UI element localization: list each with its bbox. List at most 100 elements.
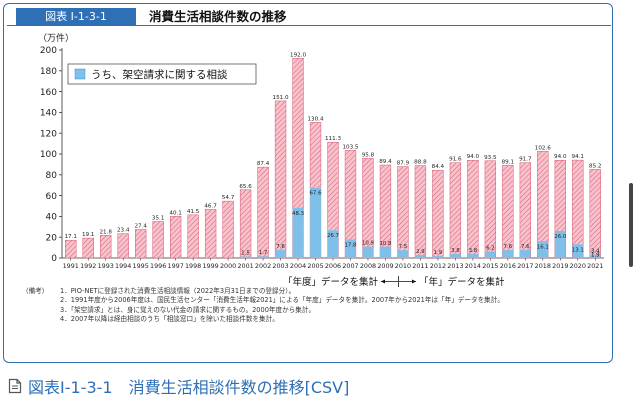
bar-fictitious-billing bbox=[310, 187, 321, 258]
notes-section: （備考） 1．PIO-NETに登録された消費生活相談情報（2022年3月31日ま… bbox=[22, 287, 610, 325]
legend-box bbox=[67, 63, 257, 85]
bar-fictitious-billing bbox=[484, 251, 496, 258]
note-item: 4．2007年以降は経由相談のうち「相談窓口」を除いた相談件数を集計。 bbox=[60, 315, 279, 324]
bar-sub-value-label: 17.8 bbox=[344, 242, 357, 248]
bar-fictitious-billing bbox=[275, 250, 286, 258]
bar-value-label: 94.0 bbox=[554, 154, 567, 160]
x-tick-label: 2019 bbox=[552, 262, 568, 270]
bar-fictitious-billing bbox=[327, 230, 339, 258]
y-tick-label: 100 bbox=[40, 150, 57, 160]
x-tick-label: 2017 bbox=[517, 262, 533, 270]
bar-total bbox=[82, 237, 94, 259]
bar-sub-value-label: 3.8 bbox=[451, 248, 460, 254]
bar-sub-value-label: 67.6 bbox=[310, 191, 323, 197]
bar-value-label: 95.8 bbox=[362, 152, 375, 158]
figure-title: 消費生活相談件数の推移 bbox=[149, 9, 287, 24]
bar-value-label: 46.7 bbox=[204, 203, 217, 209]
bar-value-label: 94.0 bbox=[467, 154, 480, 160]
y-tick-label: 60 bbox=[46, 192, 58, 202]
notes-label: （備考） bbox=[22, 287, 49, 295]
bar-sub-value-label: 6.2 bbox=[486, 246, 495, 252]
bar-value-label: 94.1 bbox=[572, 154, 585, 160]
y-tick-label: 20 bbox=[46, 233, 58, 243]
bar-fictitious-billing bbox=[414, 254, 426, 258]
bar-sub-value-label: 26.0 bbox=[554, 234, 567, 240]
x-tick-label: 1994 bbox=[115, 262, 131, 270]
x-tick-label: 1993 bbox=[98, 262, 114, 270]
bar-value-label: 192.0 bbox=[290, 52, 306, 58]
y-tick-label: 80 bbox=[46, 171, 58, 181]
header-divider bbox=[7, 25, 611, 26]
bar-fictitious-billing bbox=[537, 241, 549, 258]
bar-fictitious-billing bbox=[397, 250, 409, 258]
bar-value-label: 87.9 bbox=[397, 161, 410, 167]
x-tick-label: 2015 bbox=[482, 262, 498, 270]
bar-fictitious-billing bbox=[240, 256, 252, 258]
bar-sub-value-label: 48.3 bbox=[292, 211, 304, 217]
bar-sub-value-label: 1.5 bbox=[241, 250, 250, 256]
x-tick-label: 2002 bbox=[255, 262, 271, 270]
bar-value-label: 85.2 bbox=[589, 163, 601, 169]
bar-value-label: 111.3 bbox=[325, 136, 341, 142]
bar-fictitious-billing bbox=[554, 230, 566, 258]
x-tick-label: 1999 bbox=[202, 262, 218, 270]
bar-sub-value-label: 26.7 bbox=[327, 233, 339, 239]
bar-value-label: 91.6 bbox=[449, 157, 462, 163]
bar-value-label: 88.8 bbox=[414, 160, 427, 166]
csv-download-link[interactable]: 図表Ⅰ-1-3-1 消費生活相談件数の推移[CSV] bbox=[8, 374, 349, 398]
csv-link-label: 図表Ⅰ-1-3-1 消費生活相談件数の推移[CSV] bbox=[28, 378, 350, 397]
bar-sub-value-label: 3.4 bbox=[591, 248, 600, 254]
y-tick-label: 200 bbox=[40, 46, 57, 56]
bar-fictitious-billing bbox=[467, 254, 479, 258]
bar-total bbox=[187, 214, 199, 259]
bar-total bbox=[222, 200, 234, 259]
y-tick-label: 160 bbox=[40, 88, 57, 98]
note-row: 3．「架空請求」とは、身に覚えのない代金の請求に関するもの。2000年度から集計… bbox=[22, 306, 610, 315]
bar-total bbox=[274, 100, 287, 259]
x-caption-fiscal-year: 「年度」データを集計 bbox=[283, 276, 379, 288]
bar-sub-value-label: 10.8 bbox=[379, 241, 392, 247]
bar-total bbox=[152, 221, 164, 259]
bar-total bbox=[65, 239, 77, 259]
x-tick-label: 1995 bbox=[133, 262, 149, 270]
bar-total bbox=[100, 235, 112, 259]
document-icon bbox=[8, 378, 22, 394]
bar-total bbox=[414, 165, 427, 259]
bar-fictitious-billing bbox=[380, 246, 391, 258]
bar-value-label: 41.5 bbox=[187, 209, 200, 215]
bar-fictitious-billing bbox=[432, 256, 444, 258]
x-tick-label: 2014 bbox=[465, 262, 481, 270]
caption-arrowhead-right bbox=[412, 279, 416, 284]
note-row: （備考） 1．PIO-NETに登録された消費生活相談情報（2022年3月31日ま… bbox=[22, 287, 610, 296]
legend-label: うち、架空請求に関する相談 bbox=[91, 68, 228, 81]
x-tick-label: 2010 bbox=[395, 262, 411, 270]
y-tick-label: 140 bbox=[40, 109, 57, 119]
y-tick-label: 0 bbox=[51, 254, 57, 264]
note-item: 1．PIO-NETに登録された消費生活相談情報（2022年3月31日までの登録分… bbox=[60, 287, 296, 295]
scrollbar-thumb[interactable] bbox=[629, 183, 633, 267]
bar-value-label: 93.5 bbox=[484, 155, 497, 161]
bar-value-label: 151.0 bbox=[273, 95, 289, 101]
x-tick-label: 2007 bbox=[342, 262, 358, 270]
bar-sub-value-label: 2.9 bbox=[416, 249, 425, 255]
bar-value-label: 89.4 bbox=[379, 159, 392, 165]
x-tick-label: 1997 bbox=[168, 262, 184, 270]
bar-value-label: 91.7 bbox=[519, 157, 532, 163]
bar-total bbox=[257, 166, 269, 259]
bar-fictitious-billing bbox=[572, 244, 584, 258]
figure-number: 図表 I-1-3-1 bbox=[16, 8, 136, 26]
x-tick-label: 2008 bbox=[360, 262, 376, 270]
bar-value-label: 103.5 bbox=[342, 144, 358, 150]
x-tick-label: 2016 bbox=[500, 262, 516, 270]
bar-value-label: 102.6 bbox=[535, 145, 551, 151]
x-tick-label: 1998 bbox=[185, 262, 201, 270]
bar-value-label: 89.1 bbox=[502, 159, 515, 165]
bar-value-label: 65.6 bbox=[239, 184, 252, 190]
bar-total bbox=[135, 229, 147, 259]
y-axis-unit: （万件） bbox=[38, 32, 74, 44]
caption-arrowhead-left bbox=[381, 279, 385, 284]
bar-sub-value-label: 7.6 bbox=[504, 244, 513, 250]
bar-total bbox=[484, 160, 497, 259]
bar-fictitious-billing bbox=[502, 250, 514, 258]
